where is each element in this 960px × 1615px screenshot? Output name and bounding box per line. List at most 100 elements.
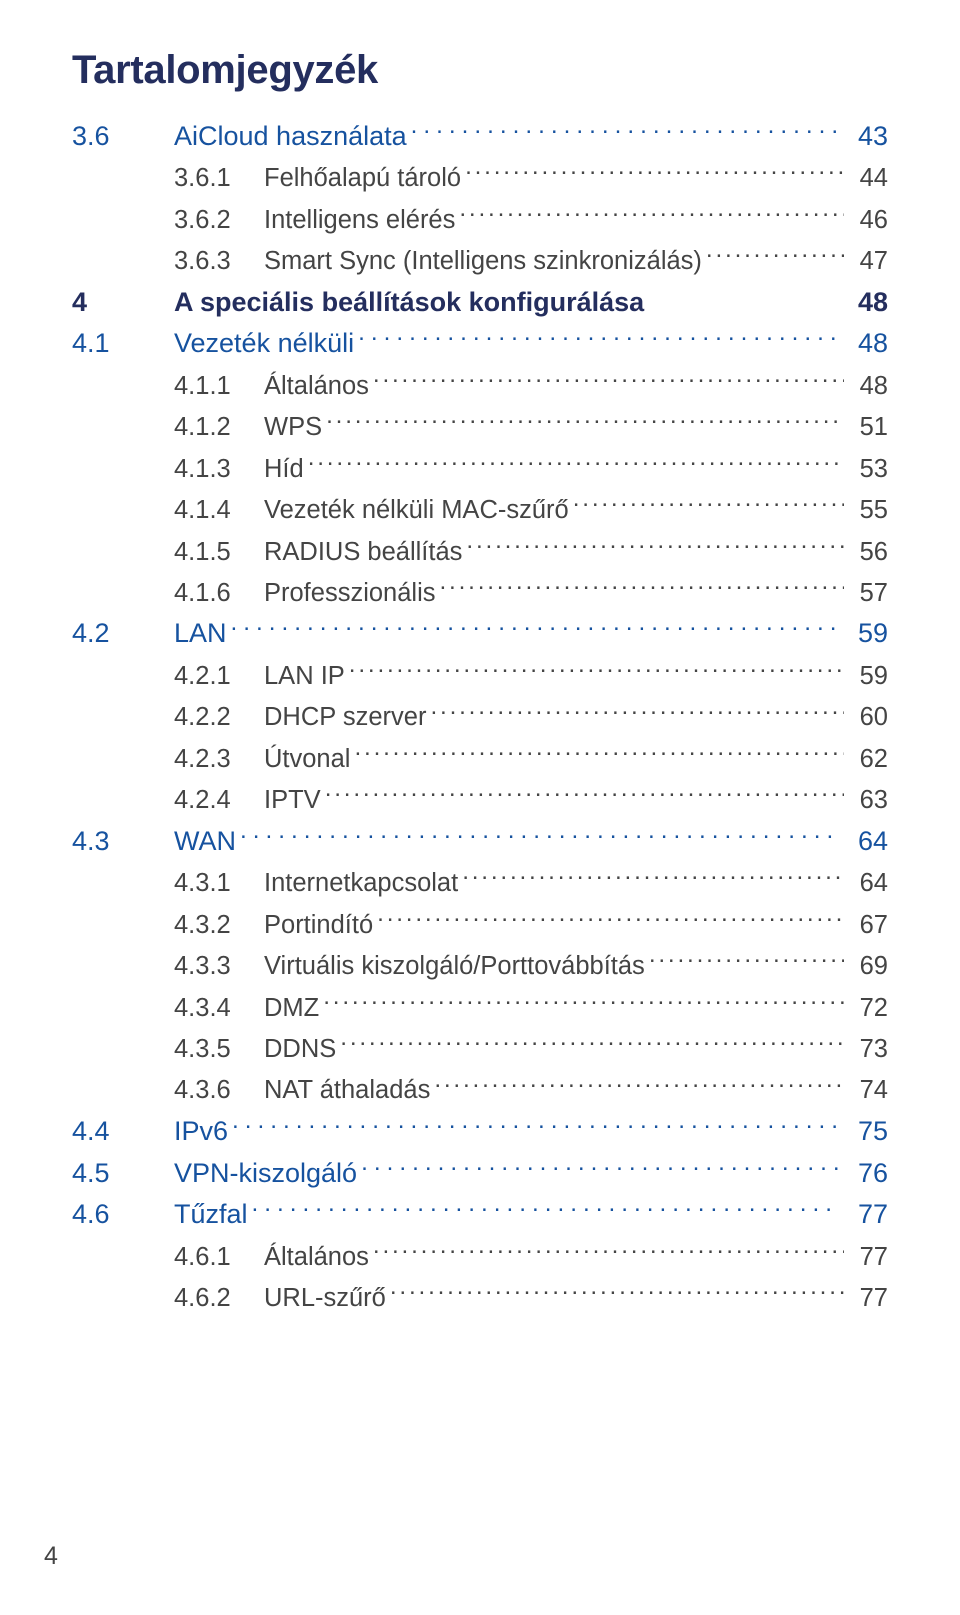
toc-entry-label: URL-szűrő [264,1280,390,1318]
toc-entry-page: 60 [844,699,888,737]
toc-entry-label: WPS [264,409,326,447]
footer-page-number: 4 [44,1542,58,1571]
toc-entry-page: 63 [844,782,888,820]
toc-entry-label: Virtuális kiszolgáló/Porttovábbítás [264,948,649,986]
toc-entry-page: 48 [844,368,888,406]
toc-entry-page: 64 [844,865,888,903]
toc-entry-label: VPN-kiszolgáló [174,1154,361,1194]
toc-entry-number: 4.2.4 [72,782,264,820]
toc-entry-label: NAT áthaladás [264,1072,434,1110]
toc-entry: 4.1.2WPS51 [72,406,888,447]
toc-entry-number: 3.6.2 [72,202,264,240]
toc-entry-page: 59 [844,658,888,696]
toc-leader [459,198,844,228]
toc-entry-label: AiCloud használata [174,117,411,157]
toc-entry-page: 73 [844,1031,888,1069]
toc-entry-page: 56 [844,534,888,572]
toc-leader [361,1152,840,1182]
toc-entry: 4.1Vezeték nélküli48 [72,323,888,365]
toc-entry-page: 74 [844,1072,888,1110]
toc-entry: 4.1.1Általános 48 [72,364,888,405]
toc-entry-page: 43 [840,117,888,157]
toc-entry-page: 64 [840,822,888,862]
toc-entry-number: 4.3.1 [72,865,264,903]
toc-entry-label: IPTV [264,782,325,820]
toc-entry-page: 55 [844,492,888,530]
toc-entry-number: 4.1.4 [72,492,264,530]
toc-entry: 3.6AiCloud használata43 [72,115,888,157]
toc-entry-page: 67 [844,907,888,945]
toc-entry-label: Híd [264,451,308,489]
toc-entry-page: 57 [844,575,888,613]
toc-entry: 4.2.1LAN IP 59 [72,654,888,695]
toc-entry-page: 48 [840,324,888,364]
toc-entry-number: 4.1.5 [72,534,264,572]
toc-leader [434,1069,844,1099]
toc-entry-number: 4.3.5 [72,1031,264,1069]
toc-leader [462,862,844,892]
toc-entry-number: 4.4 [72,1112,174,1152]
toc-entry-number: 4.1.1 [72,368,264,406]
toc-entry-page: 75 [840,1112,888,1152]
toc-leader [325,779,844,809]
toc-leader [358,323,840,353]
toc-entry-number: 4.3.6 [72,1072,264,1110]
toc-entry-label: Vezeték nélküli MAC-szűrő [264,492,573,530]
toc-leader [354,737,844,767]
toc-leader [466,530,844,560]
toc-entry-page: 53 [844,451,888,489]
toc-entry: 4.1.5RADIUS beállítás56 [72,530,888,571]
toc-entry: 4.4IPv675 [72,1110,888,1152]
toc-entry-number: 3.6.1 [72,160,264,198]
toc-entry: 4A speciális beállítások konfigurálása48 [72,281,888,323]
toc-entry: 4.6Tűzfal77 [72,1194,888,1236]
toc-leader [252,1194,840,1224]
toc-leader [649,945,844,975]
toc-entry-label: LAN IP [264,658,349,696]
toc-entry-label: Általános [264,1239,373,1277]
toc-entry: 4.2.3Útvonal62 [72,737,888,778]
toc-entry-label: Tűzfal [174,1195,252,1235]
toc-entry: 4.3.6NAT áthaladás 74 [72,1069,888,1110]
toc-entry-label: Vezeték nélküli [174,324,358,364]
toc-entry: 4.3.1Internetkapcsolat 64 [72,862,888,903]
toc-entry: 4.6.2URL-szűrő77 [72,1277,888,1318]
toc-entry-page: 72 [844,990,888,1028]
toc-entry-label: Internetkapcsolat [264,865,462,903]
toc-entry-number: 4.2.3 [72,741,264,779]
toc-entry-label: LAN [174,614,231,654]
toc-entry-page: 44 [844,160,888,198]
toc-entry-page: 69 [844,948,888,986]
toc-entry-number: 4.2 [72,614,174,654]
toc-entry: 4.1.3Híd 53 [72,447,888,488]
toc-entry: 4.3.2Portindító67 [72,903,888,944]
toc-entry-label: Portindító [264,907,377,945]
toc-entry-page: 62 [844,741,888,779]
toc-entry: 4.2.4IPTV 63 [72,779,888,820]
toc-entry-number: 4 [72,283,174,323]
toc-entry-number: 4.2.1 [72,658,264,696]
toc-entry: 4.1.6Professzionális57 [72,571,888,612]
toc-entry-number: 4.1.3 [72,451,264,489]
toc-leader [377,903,844,933]
toc-entry-number: 4.3 [72,822,174,862]
toc-page: Tartalomjegyzék 3.6AiCloud használata433… [0,0,960,1615]
toc-leader [390,1277,844,1307]
toc-leader [430,696,844,726]
toc-entry: 4.3WAN64 [72,820,888,862]
toc-leader [573,488,844,518]
toc-leader [440,571,845,601]
toc-entry-label: Smart Sync (Intelligens szinkronizálás) [264,243,706,281]
toc-entry-number: 4.6.1 [72,1239,264,1277]
toc-entry: 4.5VPN-kiszolgáló76 [72,1152,888,1194]
toc-entry-label: Felhőalapú tároló [264,160,465,198]
toc-entry-page: 77 [844,1239,888,1277]
toc-entry-label: Általános [264,368,373,406]
toc-entry: 3.6.2Intelligens elérés46 [72,198,888,239]
toc-entry-page: 46 [844,202,888,240]
toc-entry-label: Professzionális [264,575,440,613]
toc-entry: 4.1.4Vezeték nélküli MAC-szűrő 55 [72,488,888,529]
toc-entry-page: 77 [844,1280,888,1318]
toc-entry-page: 51 [844,409,888,447]
toc-leader [232,1110,840,1140]
